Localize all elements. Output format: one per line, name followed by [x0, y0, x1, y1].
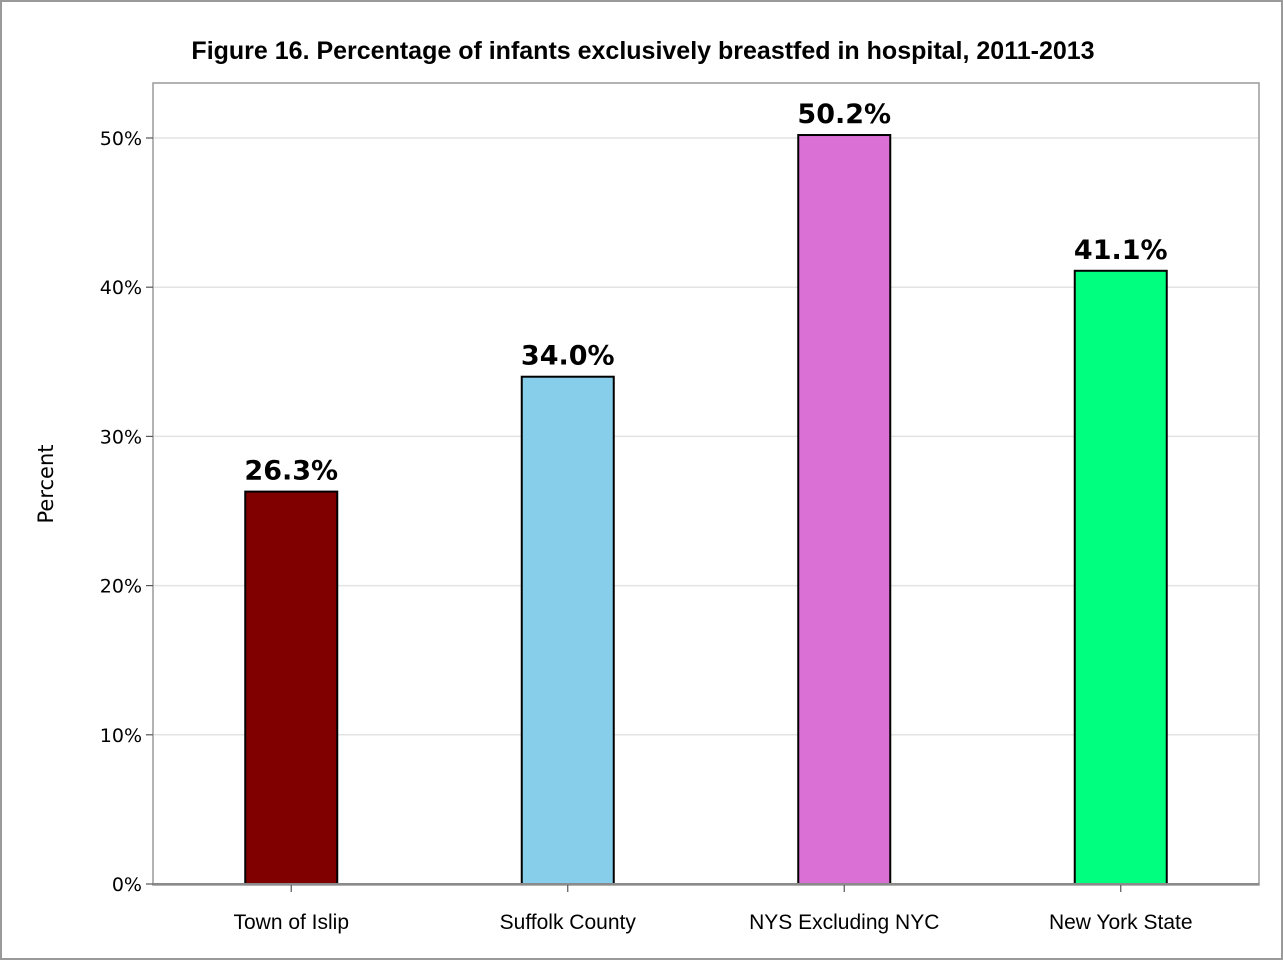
y-tick-label: 10%	[100, 725, 142, 747]
y-tick-label: 40%	[100, 277, 142, 299]
bar	[1073, 269, 1168, 885]
bar	[797, 134, 892, 886]
x-tick-label: Town of Islip	[233, 911, 349, 934]
axes: 0% 10% 20% 30% 40% 50% Town of Islip Suffolk Co…	[100, 128, 1259, 934]
bar-value-label: 41.1%	[1074, 235, 1168, 266]
y-tick-label: 0%	[112, 874, 142, 896]
chart-title: Figure 16. Percentage of infants exclusi…	[191, 37, 1094, 65]
bar-value-label: 26.3%	[244, 456, 338, 487]
y-tick-label: 30%	[100, 426, 142, 448]
x-tick-label: New York State	[1049, 911, 1193, 934]
y-tick-label: 50%	[100, 128, 142, 150]
bars: 26.3% 34.0% 50.2% 41.1%	[244, 99, 1168, 886]
bar-value-label: 34.0%	[521, 341, 615, 372]
bar-value-label: 50.2%	[797, 99, 891, 130]
y-axis-label: Percent	[34, 444, 58, 523]
bar	[520, 375, 615, 885]
x-tick-label: NYS Excluding NYC	[749, 911, 939, 934]
bar	[244, 490, 339, 885]
y-tick-label: 20%	[100, 576, 142, 598]
x-tick-label: Suffolk County	[500, 911, 637, 934]
